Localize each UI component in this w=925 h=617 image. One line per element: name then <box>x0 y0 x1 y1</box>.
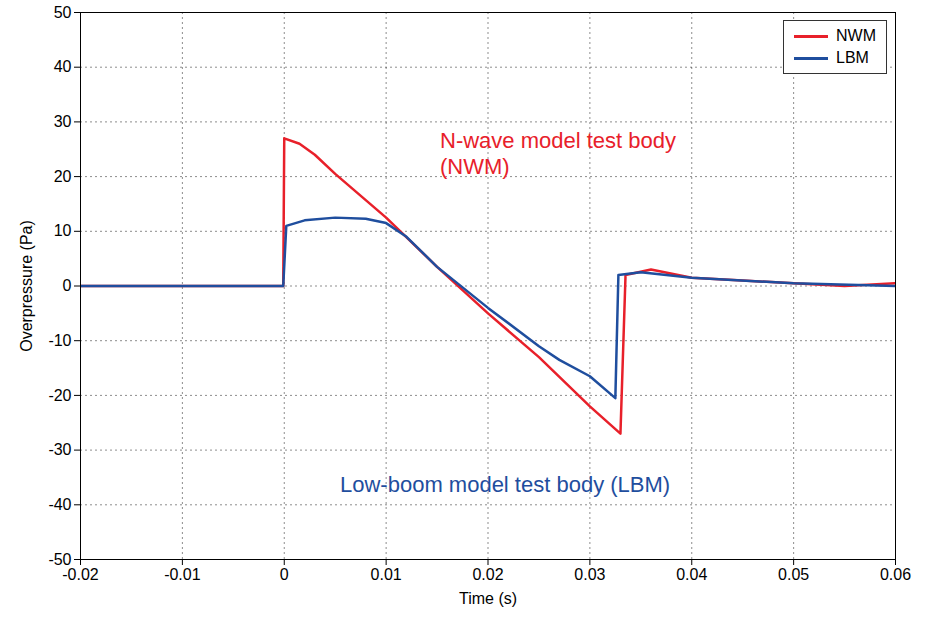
svg-text:0: 0 <box>63 277 72 294</box>
svg-text:-10: -10 <box>48 332 71 349</box>
svg-text:-20: -20 <box>48 387 71 404</box>
svg-text:0.06: 0.06 <box>880 566 911 583</box>
html-text:N-wave model test body (NWM): N-wave model test body (NWM) <box>440 128 676 179</box>
svg-text:40: 40 <box>54 58 72 75</box>
html-text:LBM: LBM <box>836 49 869 66</box>
svg-text:-40: -40 <box>48 496 71 513</box>
html-text:Low-boom model test body (LBM): Low-boom model test body (LBM) <box>340 472 671 497</box>
svg-text:Time (s): Time (s) <box>459 590 517 607</box>
svg-text:-50: -50 <box>48 551 71 568</box>
svg-text:30: 30 <box>54 113 72 130</box>
svg-text:0.01: 0.01 <box>371 566 402 583</box>
html-text:NWM: NWM <box>836 27 876 44</box>
svg-text:0: 0 <box>280 566 289 583</box>
svg-text:20: 20 <box>54 168 72 185</box>
svg-text:-0.02: -0.02 <box>62 566 99 583</box>
svg-text:-0.01: -0.01 <box>164 566 201 583</box>
svg-text:50: 50 <box>54 4 72 21</box>
svg-text:0.03: 0.03 <box>574 566 605 583</box>
svg-text:0.02: 0.02 <box>472 566 503 583</box>
svg-text:Overpressure (Pa): Overpressure (Pa) <box>18 220 35 352</box>
svg-text:0.05: 0.05 <box>778 566 809 583</box>
svg-text:0.04: 0.04 <box>676 566 707 583</box>
svg-text:-30: -30 <box>48 441 71 458</box>
svg-text:10: 10 <box>54 222 72 239</box>
